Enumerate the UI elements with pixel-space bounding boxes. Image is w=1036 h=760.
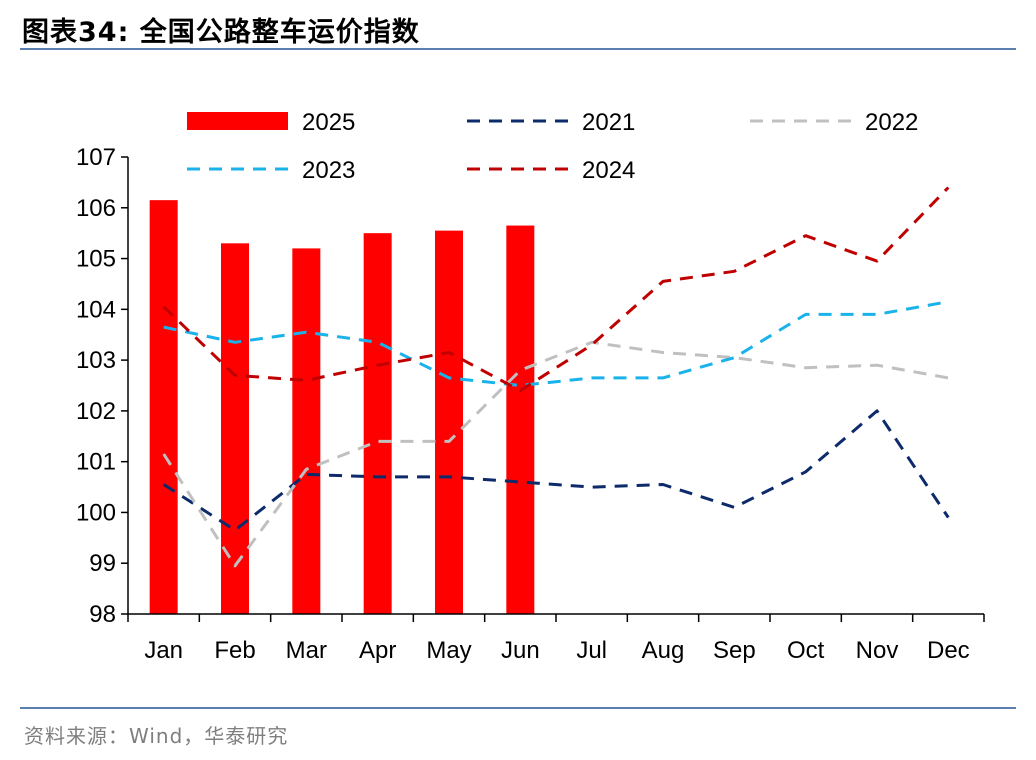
y-tick-label: 99 xyxy=(89,550,116,577)
y-tick-label: 104 xyxy=(76,296,116,323)
y-tick-label: 105 xyxy=(76,246,116,273)
legend-label-2022: 2022 xyxy=(865,109,918,136)
x-tick-label: Dec xyxy=(927,637,970,664)
chart: 98 99 100 101 102 103 104 105 106 107 Jan Feb Mar Apr… xyxy=(76,109,985,664)
source-note: 资料来源：Wind，华泰研究 xyxy=(24,724,289,748)
bar-2025-mar xyxy=(292,248,321,614)
bar-2025-jan xyxy=(149,200,178,614)
x-tick-label: Aug xyxy=(642,637,685,664)
line-2022 xyxy=(162,340,949,568)
axes: 98 99 100 101 102 103 104 105 106 107 Jan Feb Mar Apr… xyxy=(76,144,985,664)
y-tick-label: 103 xyxy=(76,347,116,374)
legend-label-2024: 2024 xyxy=(582,157,635,184)
legend-swatch-2025 xyxy=(187,112,288,130)
x-tick-label: Mar xyxy=(286,637,327,664)
legend-label-2023: 2023 xyxy=(302,157,355,184)
bar-series-2025 xyxy=(149,200,535,615)
x-tick-label: Jan xyxy=(144,637,183,664)
bar-2025-may xyxy=(435,230,463,614)
legend: 2025 2021 2022 2023 2024 xyxy=(187,109,918,184)
x-tick-label: May xyxy=(426,637,471,664)
x-tick-label: Feb xyxy=(214,637,255,664)
y-tick-label: 100 xyxy=(76,499,116,526)
bar-2025-jun xyxy=(506,225,535,615)
chart-title: 图表34: 全国公路整车运价指数 xyxy=(22,17,420,48)
y-tick-label: 107 xyxy=(76,144,116,171)
bar-2025-feb xyxy=(221,243,249,615)
top-divider xyxy=(20,48,1016,50)
x-tick-label: Nov xyxy=(856,637,899,664)
bar-2025-apr xyxy=(363,233,392,614)
x-tick-label: Oct xyxy=(787,637,825,664)
x-tick-label: Jul xyxy=(576,637,607,664)
legend-label-2021: 2021 xyxy=(582,109,635,136)
line-2021 xyxy=(162,409,950,532)
line-2024 xyxy=(162,186,950,393)
legend-label-2025: 2025 xyxy=(302,109,355,136)
x-tick-label: Apr xyxy=(359,637,396,664)
x-tick-label: Jun xyxy=(501,637,540,664)
y-tick-label: 106 xyxy=(76,195,116,222)
x-tick-label: Sep xyxy=(713,637,756,664)
line-2023 xyxy=(163,300,949,387)
line-series xyxy=(162,186,950,568)
y-tick-label: 101 xyxy=(76,449,116,476)
y-tick-label: 102 xyxy=(76,398,116,425)
y-tick-label: 98 xyxy=(89,601,116,628)
bottom-divider xyxy=(20,707,1016,709)
